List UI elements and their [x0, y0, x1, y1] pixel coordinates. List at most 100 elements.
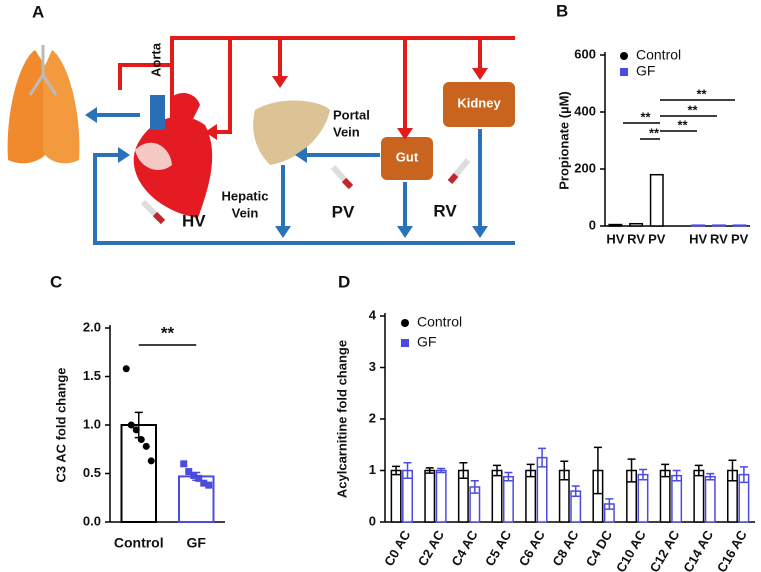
y-tick-label: 3 — [369, 359, 376, 374]
trachea — [28, 45, 58, 96]
bar — [711, 224, 726, 227]
legend-marker — [620, 52, 628, 60]
bar — [691, 224, 706, 227]
bar — [629, 222, 644, 227]
x-tick-label: C12 AC — [647, 527, 683, 572]
x-tick-label: HV — [606, 231, 624, 246]
kidney-label: Kidney — [457, 95, 501, 110]
x-tick-label: C16 AC — [714, 527, 750, 572]
x-tick-label: C0 AC — [381, 527, 414, 568]
error-bar — [593, 446, 602, 495]
panel-label: D — [338, 272, 350, 291]
y-axis-label: C3 AC fold change — [53, 367, 68, 482]
veins — [93, 113, 515, 245]
error-bar — [538, 447, 547, 468]
error-bar — [627, 458, 636, 483]
bar — [704, 475, 716, 523]
x-tick-label: C2 AC — [415, 527, 448, 568]
y-axis-label: Propionate (µM) — [556, 91, 571, 189]
error-bar — [403, 462, 412, 479]
x-tick-label: C14 AC — [680, 527, 716, 572]
x-tick-label: C4 DC — [583, 527, 616, 569]
y-tick-label: 0 — [589, 217, 596, 232]
y-axis-label: Acylcarnitine fold change — [334, 340, 349, 498]
x-tick-label: RV — [710, 231, 728, 246]
y-tick-label: 0 — [369, 513, 376, 528]
x-tick-label: Control — [114, 535, 164, 551]
significance-label: ** — [696, 86, 707, 101]
point — [142, 442, 150, 450]
point — [122, 365, 130, 373]
vein-heads — [85, 107, 488, 238]
point — [195, 474, 203, 482]
error-bar — [470, 480, 479, 494]
error-bar — [560, 460, 569, 481]
error-bar — [392, 465, 401, 476]
x-tick-label: RV — [627, 231, 645, 246]
legend-marker — [401, 339, 409, 347]
x-tick-label: C8 AC — [549, 527, 582, 568]
y-tick-label: 1.0 — [83, 416, 101, 431]
bar — [637, 473, 649, 523]
y-tick-label: 200 — [574, 160, 596, 175]
y-tick-label: 1.5 — [83, 368, 101, 383]
artery-heads — [205, 68, 488, 140]
error-bar — [728, 459, 737, 482]
x-tick-label: GF — [187, 535, 207, 551]
liver — [253, 100, 330, 165]
point — [190, 471, 198, 479]
legend-marker — [401, 319, 409, 327]
legend-marker — [620, 68, 628, 76]
panel-label: C — [50, 272, 62, 291]
aorta-label: Aorta — [148, 42, 163, 77]
y-tick-label: 0.5 — [83, 465, 101, 480]
portal-vein-label: Vein — [333, 124, 360, 139]
error-bar — [425, 467, 434, 474]
gut-label: Gut — [396, 149, 419, 164]
significance-label: ** — [161, 323, 175, 342]
significance-label: ** — [677, 117, 688, 132]
atrium — [135, 142, 172, 170]
bar — [390, 469, 402, 523]
bar — [502, 475, 514, 523]
lung-right — [43, 50, 80, 164]
bar — [608, 223, 623, 227]
y-tick-label: 400 — [574, 103, 596, 118]
rv-label: RV — [433, 201, 457, 220]
error-bar — [605, 498, 614, 510]
y-tick-label: 4 — [369, 307, 377, 322]
bar — [435, 469, 447, 523]
point — [200, 479, 208, 487]
y-tick-label: 0.0 — [83, 513, 101, 528]
hv-label: HV — [182, 211, 206, 230]
legend-label: GF — [417, 334, 436, 350]
syringes — [140, 158, 471, 225]
error-bar — [706, 472, 715, 481]
x-tick-label: C5 AC — [482, 527, 515, 568]
significance-label: ** — [687, 102, 698, 117]
point — [127, 421, 135, 429]
x-tick-label: C6 AC — [516, 527, 549, 568]
error-bar — [459, 462, 468, 479]
error-bar — [437, 467, 446, 474]
kidney-box — [443, 82, 515, 127]
bar — [649, 173, 664, 227]
y-tick-label: 600 — [574, 46, 596, 61]
y-tick-label: 1 — [369, 462, 376, 477]
x-tick-label: HV — [689, 231, 707, 246]
error-bar — [504, 471, 513, 482]
error-bar — [694, 464, 703, 477]
error-bar — [571, 485, 580, 497]
bar — [424, 469, 436, 523]
vessel — [170, 93, 200, 125]
diagram: A — [7, 2, 515, 245]
panel-label: B — [556, 1, 568, 20]
bar — [671, 474, 683, 523]
vessel — [150, 95, 165, 130]
x-tick-label: PV — [731, 231, 749, 246]
bar — [525, 469, 537, 523]
x-tick-label: PV — [648, 231, 666, 246]
hepatic-vein-label: Hepatic — [222, 188, 269, 203]
point — [185, 468, 193, 476]
